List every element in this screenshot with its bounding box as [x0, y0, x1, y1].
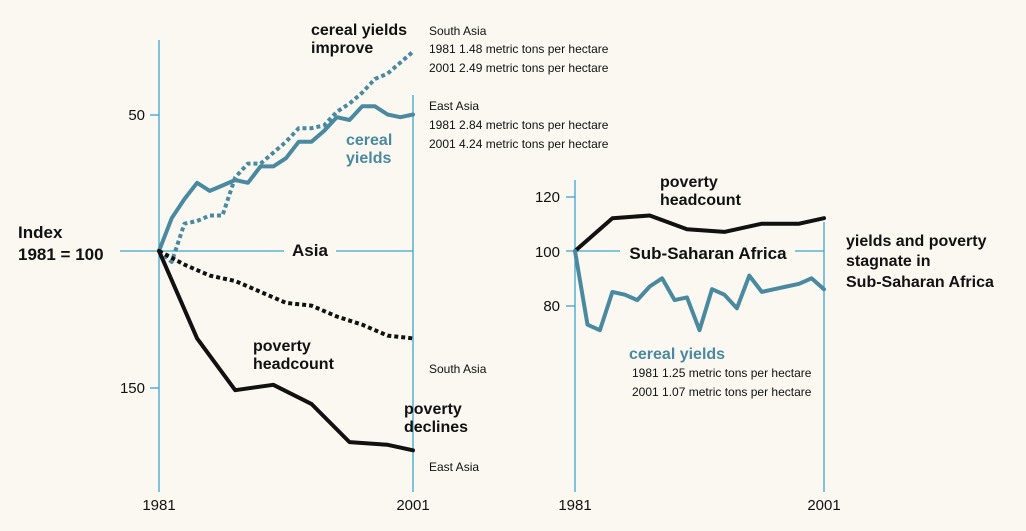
ssa-series-group [573, 213, 826, 333]
ssa-side-heading-2: stagnate in [846, 253, 930, 270]
note-south-asia-title: South Asia [429, 24, 487, 38]
asia-poverty-heading-2: declines [404, 419, 468, 436]
asia-poverty-label-1: poverty [253, 338, 311, 355]
asia-xtick-2001: 2001 [396, 497, 429, 514]
note-east-asia-end: East Asia [429, 460, 479, 474]
series-line-ssa_yield [573, 249, 826, 333]
asia-yields-label-2: yields [346, 150, 391, 167]
asia-yields-heading-2: improve [311, 40, 373, 57]
series-line-ea_poverty [157, 249, 415, 453]
asia-ylabel-line2: 1981 = 100 [18, 245, 104, 264]
ssa-xtick-1981: 1981 [558, 497, 591, 514]
asia-yields-heading-1: cereal yields [311, 22, 407, 39]
ssa-poverty-label-2: headcount [660, 192, 742, 209]
note-east-asia-title: East Asia [429, 99, 479, 113]
ssa-ytick-120: 120 [535, 189, 560, 206]
asia-series-group [157, 50, 415, 453]
ssa-title: Sub-Saharan Africa [629, 244, 787, 263]
note-east-asia-2001: 2001 4.24 metric tons per hectare [429, 137, 609, 151]
ssa-ytick-80: 80 [543, 298, 560, 315]
asia-yields-label-1: cereal [346, 132, 392, 149]
asia-ylabel-line1: Index [18, 223, 63, 242]
ssa-xtick-2001: 2001 [807, 497, 840, 514]
asia-poverty-label-2: headcount [253, 356, 335, 373]
series-line-ssa_poverty [573, 213, 826, 253]
ssa-note-1981: 1981 1.25 metric tons per hectare [632, 366, 812, 380]
note-east-asia-1981: 1981 2.84 metric tons per hectare [429, 118, 609, 132]
series-line-sa_poverty [158, 249, 414, 341]
series-line-ea_yield [157, 104, 415, 253]
ssa-yields-label: cereal yields [629, 346, 725, 363]
note-south-asia-end: South Asia [429, 362, 487, 376]
ssa-note-2001: 2001 1.07 metric tons per hectare [632, 385, 812, 399]
asia-panel: 50 150 1981 2001 Index 1981 = 100 Asia c… [18, 22, 609, 514]
note-south-asia-1981: 1981 1.48 metric tons per hectare [429, 42, 609, 56]
ssa-side-heading-1: yields and poverty [846, 233, 987, 250]
ssa-ytick-100: 100 [535, 244, 560, 261]
ssa-side-heading-3: Sub-Saharan Africa [846, 274, 994, 291]
asia-xtick-1981: 1981 [142, 497, 175, 514]
asia-title: Asia [292, 241, 328, 260]
note-south-asia-2001: 2001 2.49 metric tons per hectare [429, 61, 609, 75]
ssa-poverty-label-1: poverty [660, 174, 718, 191]
ssa-panel: 80 100 120 1981 2001 Sub-Saharan Africa … [535, 174, 994, 514]
asia-ytick-150: 50 [128, 107, 145, 124]
asia-ytick-50: 150 [120, 380, 145, 397]
series-line-sa_yield [157, 50, 415, 264]
asia-poverty-heading-1: poverty [404, 401, 462, 418]
